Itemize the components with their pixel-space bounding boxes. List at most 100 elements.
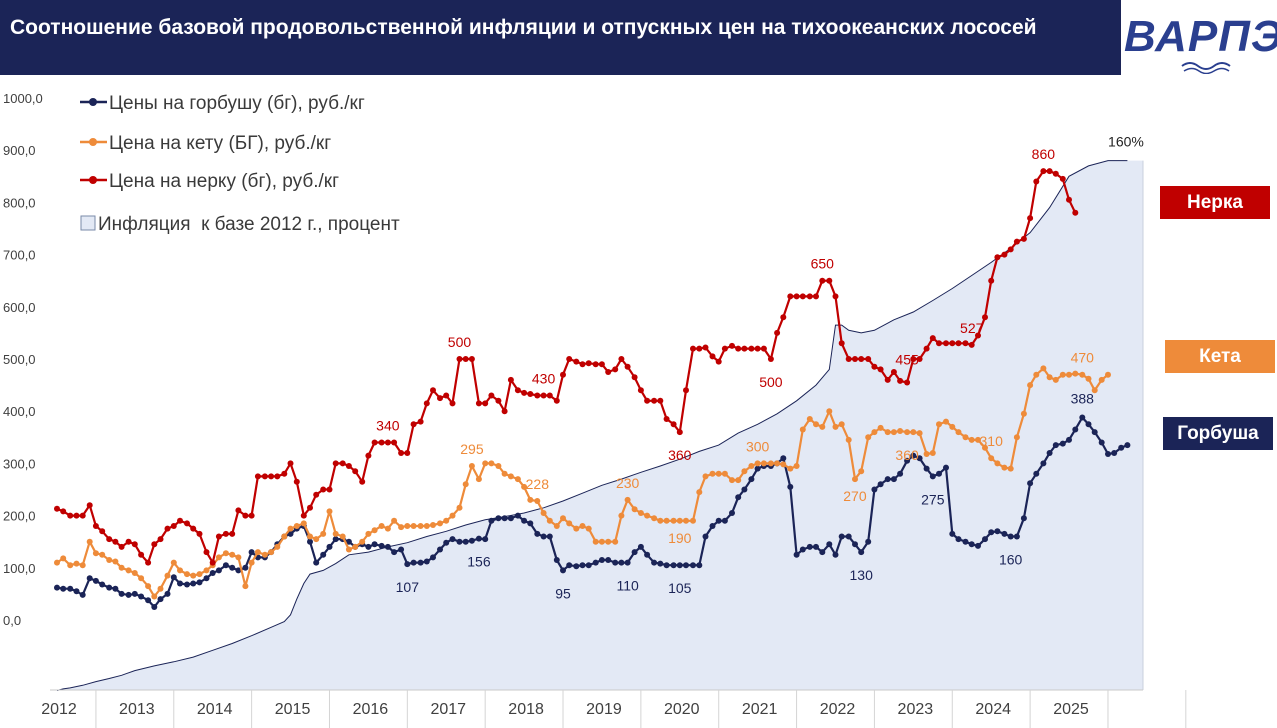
point-nerka — [748, 345, 755, 352]
point-keta — [462, 481, 469, 488]
point-nerka — [877, 366, 884, 373]
point-keta — [943, 418, 949, 425]
point-gorbusha — [806, 543, 813, 550]
data-label-gorbusha: 105 — [668, 580, 692, 596]
point-nerka — [540, 392, 547, 399]
point-nerka — [683, 387, 689, 394]
point-gorbusha — [430, 554, 436, 561]
x-tick-label: 2023 — [898, 701, 934, 718]
point-keta — [826, 408, 833, 415]
point-keta — [384, 525, 391, 532]
point-nerka — [462, 356, 469, 362]
point-keta — [430, 522, 436, 528]
point-gorbusha — [949, 530, 956, 537]
point-keta — [968, 436, 975, 443]
point-nerka — [287, 460, 294, 467]
point-nerka — [741, 345, 748, 352]
point-keta — [118, 564, 125, 571]
x-tick-label: 2012 — [41, 701, 77, 718]
point-keta — [268, 549, 275, 556]
point-keta — [468, 463, 475, 469]
point-nerka — [527, 391, 534, 397]
point-keta — [787, 465, 794, 472]
point-nerka — [313, 491, 320, 498]
point-keta — [916, 430, 923, 437]
point-keta — [929, 450, 936, 456]
point-gorbusha — [1118, 444, 1125, 451]
point-nerka — [468, 356, 475, 362]
point-gorbusha — [410, 559, 417, 566]
point-gorbusha — [145, 597, 152, 604]
point-keta — [865, 434, 872, 441]
point-keta — [1007, 465, 1014, 472]
point-gorbusha — [676, 562, 683, 569]
point-keta — [884, 429, 891, 436]
point-nerka — [975, 332, 981, 339]
point-gorbusha — [787, 483, 794, 490]
point-nerka — [164, 525, 171, 532]
point-nerka — [1072, 209, 1079, 216]
point-nerka — [1013, 238, 1020, 245]
point-gorbusha — [417, 559, 424, 566]
data-label-nerka: 430 — [532, 371, 556, 387]
point-nerka — [1027, 215, 1034, 222]
point-keta — [1046, 374, 1053, 381]
point-nerka — [488, 392, 495, 399]
point-nerka — [754, 345, 761, 352]
point-gorbusha — [897, 470, 904, 477]
point-gorbusha — [184, 581, 190, 588]
point-keta — [320, 530, 327, 537]
point-nerka — [585, 360, 592, 367]
point-keta — [690, 517, 696, 524]
legend-marker-nerka — [89, 176, 97, 184]
point-keta — [125, 567, 132, 574]
point-gorbusha — [391, 549, 398, 556]
point-keta — [1091, 387, 1098, 394]
point-gorbusha — [125, 591, 132, 598]
point-gorbusha — [326, 543, 333, 550]
point-gorbusha — [813, 543, 819, 550]
point-keta — [962, 434, 969, 441]
point-gorbusha — [203, 575, 210, 582]
point-nerka — [248, 512, 255, 519]
point-gorbusha — [1091, 429, 1098, 436]
point-gorbusha — [378, 542, 385, 549]
point-gorbusha — [527, 520, 534, 527]
point-nerka — [560, 371, 566, 378]
point-nerka — [1052, 170, 1059, 177]
point-keta — [184, 571, 190, 578]
point-gorbusha — [1033, 470, 1040, 477]
point-nerka — [410, 421, 417, 428]
point-gorbusha — [670, 562, 677, 569]
point-nerka — [203, 549, 210, 556]
point-keta — [190, 572, 197, 579]
point-gorbusha — [345, 538, 352, 545]
point-keta — [560, 515, 566, 522]
point-nerka — [125, 538, 132, 545]
point-gorbusha — [1072, 426, 1079, 433]
point-gorbusha — [423, 558, 430, 565]
point-nerka — [404, 450, 411, 456]
point-gorbusha — [1001, 530, 1008, 537]
point-gorbusha — [164, 590, 171, 597]
point-nerka — [326, 486, 333, 493]
data-label-keta: 270 — [843, 488, 867, 504]
point-gorbusha — [170, 574, 177, 581]
legend-label-nerka: Цена на нерку (бг), руб./кг — [109, 171, 339, 192]
point-gorbusha — [86, 575, 93, 582]
series-line-gorbusha — [56, 416, 1128, 609]
point-keta — [760, 460, 767, 467]
point-keta — [196, 571, 203, 578]
point-nerka — [384, 439, 391, 446]
y-tick-label: 900,0 — [3, 143, 36, 158]
point-nerka — [534, 392, 541, 399]
point-gorbusha — [624, 559, 631, 566]
point-gorbusha — [1027, 480, 1034, 487]
point-keta — [585, 525, 592, 532]
point-nerka — [644, 397, 651, 404]
point-gorbusha — [462, 538, 469, 545]
point-gorbusha — [73, 588, 80, 595]
point-keta — [242, 583, 249, 590]
point-keta — [644, 512, 651, 519]
point-gorbusha — [585, 562, 592, 569]
